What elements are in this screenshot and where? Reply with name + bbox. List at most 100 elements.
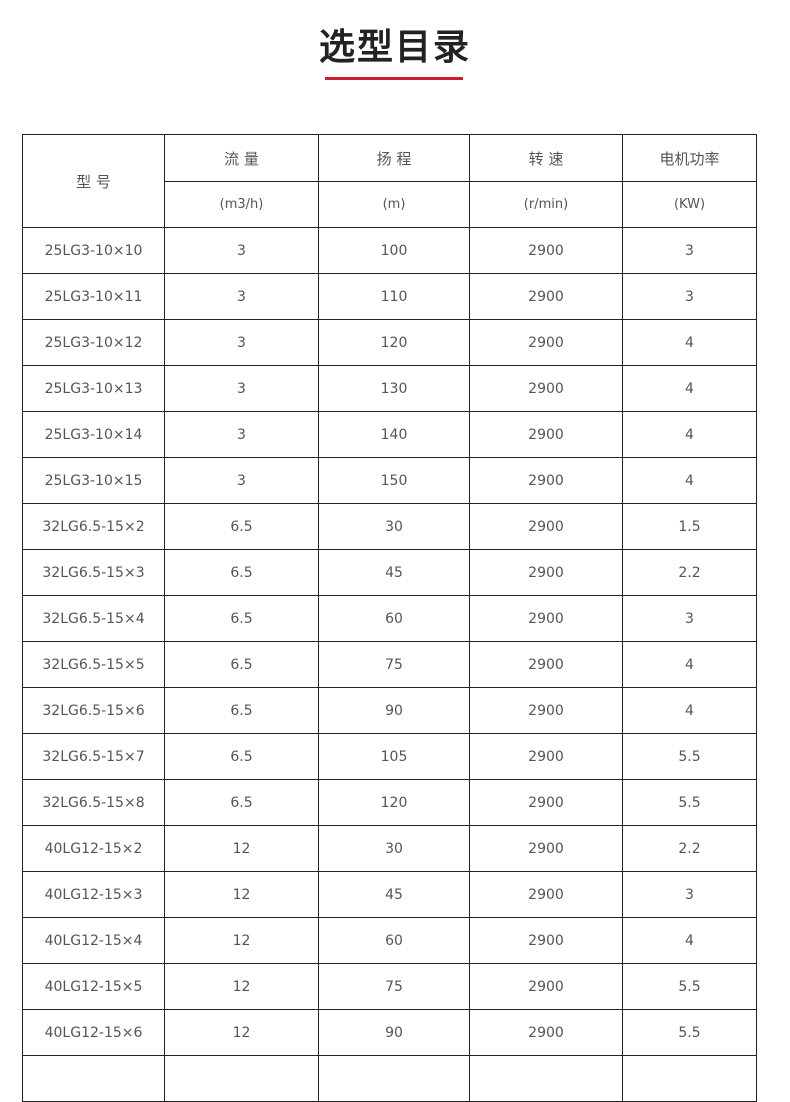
table-row: 32LG6.5-15×8 6.5 120 2900 5.5	[22, 779, 757, 826]
cell-flow: 3	[164, 365, 319, 412]
cell-flow: 12	[164, 871, 319, 918]
cell-head: 75	[318, 963, 470, 1010]
cell-flow: 6.5	[164, 687, 319, 734]
cell-speed: 2900	[469, 319, 623, 366]
cell-power: 4	[622, 917, 757, 964]
cell-model: 25LG3-10×13	[22, 365, 165, 412]
header-model: 型 号	[22, 134, 165, 228]
cell-model: 32LG6.5-15×8	[22, 779, 165, 826]
cell-speed: 2900	[469, 595, 623, 642]
cell-model: 32LG6.5-15×6	[22, 687, 165, 734]
cell-speed: 2900	[469, 227, 623, 274]
cell-flow: 12	[164, 1009, 319, 1056]
table-row: 25LG3-10×14 3 140 2900 4	[22, 411, 757, 458]
cell-model: 32LG6.5-15×7	[22, 733, 165, 780]
cell-head: 30	[318, 825, 470, 872]
cell-flow: 6.5	[164, 503, 319, 550]
cell-power: 3	[622, 227, 757, 274]
cell-model: 25LG3-10×12	[22, 319, 165, 366]
cell-power: 2.2	[622, 825, 757, 872]
selection-table: 型 号 流 量 扬 程 转 速 电机功率 (m3/h) (m) (r/min) …	[22, 134, 757, 1102]
cell-model: 25LG3-10×10	[22, 227, 165, 274]
table-row: 32LG6.5-15×4 6.5 60 2900 3	[22, 595, 757, 642]
cell-head: 100	[318, 227, 470, 274]
cell-power: 4	[622, 641, 757, 688]
table-row: 25LG3-10×11 3 110 2900 3	[22, 273, 757, 320]
cell-flow: 6.5	[164, 595, 319, 642]
table-row: 40LG12-15×4 12 60 2900 4	[22, 917, 757, 964]
cell-speed: 2900	[469, 779, 623, 826]
cell-head: 120	[318, 779, 470, 826]
header-flow: 流 量	[164, 134, 319, 182]
table-row: 40LG12-15×5 12 75 2900 5.5	[22, 963, 757, 1010]
cell-head: 105	[318, 733, 470, 780]
header-head: 扬 程	[318, 134, 470, 182]
cell-flow: 3	[164, 319, 319, 366]
cell-flow: 3	[164, 273, 319, 320]
cell-head: 60	[318, 917, 470, 964]
cell-empty	[622, 1055, 757, 1102]
table-row: 40LG12-15×6 12 90 2900 5.5	[22, 1009, 757, 1056]
cell-empty	[469, 1055, 623, 1102]
cell-model: 40LG12-15×5	[22, 963, 165, 1010]
cell-power: 5.5	[622, 733, 757, 780]
header-power: 电机功率	[622, 134, 757, 182]
cell-model: 32LG6.5-15×4	[22, 595, 165, 642]
unit-speed: (r/min)	[469, 181, 623, 228]
cell-flow: 6.5	[164, 779, 319, 826]
cell-power: 1.5	[622, 503, 757, 550]
table-row: 32LG6.5-15×3 6.5 45 2900 2.2	[22, 549, 757, 596]
cell-head: 130	[318, 365, 470, 412]
cell-power: 3	[622, 871, 757, 918]
cell-power: 4	[622, 687, 757, 734]
cell-flow: 12	[164, 825, 319, 872]
cell-head: 45	[318, 871, 470, 918]
cell-power: 5.5	[622, 963, 757, 1010]
cell-speed: 2900	[469, 687, 623, 734]
cell-head: 120	[318, 319, 470, 366]
table-row: 32LG6.5-15×6 6.5 90 2900 4	[22, 687, 757, 734]
cell-speed: 2900	[469, 365, 623, 412]
cell-speed: 2900	[469, 457, 623, 504]
cell-model: 25LG3-10×11	[22, 273, 165, 320]
cell-head: 150	[318, 457, 470, 504]
table-row-partial	[22, 1055, 757, 1102]
cell-empty	[164, 1055, 319, 1102]
title-underline	[325, 77, 463, 80]
cell-power: 3	[622, 273, 757, 320]
cell-speed: 2900	[469, 273, 623, 320]
cell-speed: 2900	[469, 917, 623, 964]
cell-head: 90	[318, 687, 470, 734]
unit-head: (m)	[318, 181, 470, 228]
cell-model: 40LG12-15×4	[22, 917, 165, 964]
cell-flow: 12	[164, 963, 319, 1010]
unit-flow: (m3/h)	[164, 181, 319, 228]
cell-head: 60	[318, 595, 470, 642]
cell-speed: 2900	[469, 641, 623, 688]
cell-power: 4	[622, 457, 757, 504]
cell-flow: 12	[164, 917, 319, 964]
table-row: 40LG12-15×3 12 45 2900 3	[22, 871, 757, 918]
cell-power: 5.5	[622, 1009, 757, 1056]
table-row: 25LG3-10×10 3 100 2900 3	[22, 227, 757, 274]
cell-head: 30	[318, 503, 470, 550]
unit-power: (KW)	[622, 181, 757, 228]
cell-head: 110	[318, 273, 470, 320]
cell-empty	[318, 1055, 470, 1102]
table-row: 32LG6.5-15×2 6.5 30 2900 1.5	[22, 503, 757, 550]
table-row: 32LG6.5-15×5 6.5 75 2900 4	[22, 641, 757, 688]
cell-head: 90	[318, 1009, 470, 1056]
cell-power: 5.5	[622, 779, 757, 826]
cell-speed: 2900	[469, 825, 623, 872]
page-title: 选型目录	[318, 27, 471, 68]
cell-power: 4	[622, 365, 757, 412]
cell-speed: 2900	[469, 411, 623, 458]
cell-model: 32LG6.5-15×2	[22, 503, 165, 550]
table-row: 40LG12-15×2 12 30 2900 2.2	[22, 825, 757, 872]
cell-model: 40LG12-15×2	[22, 825, 165, 872]
header-speed: 转 速	[469, 134, 623, 182]
cell-power: 3	[622, 595, 757, 642]
cell-power: 4	[622, 411, 757, 458]
table-row: 25LG3-10×15 3 150 2900 4	[22, 457, 757, 504]
cell-speed: 2900	[469, 733, 623, 780]
